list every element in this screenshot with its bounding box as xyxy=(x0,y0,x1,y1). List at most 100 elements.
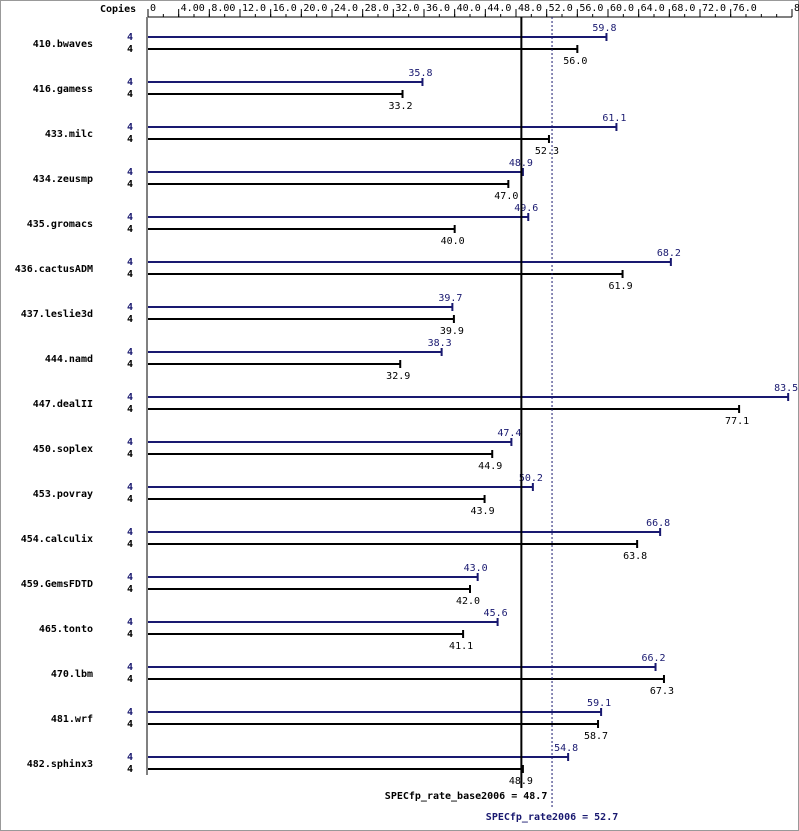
x-tick-label: 44.0 xyxy=(487,3,511,14)
x-tick-label: 28.0 xyxy=(365,3,389,14)
value-label: 61.9 xyxy=(609,281,633,292)
value-label: 54.8 xyxy=(554,743,578,754)
copies-label: 4 xyxy=(127,674,133,685)
value-label: 40.0 xyxy=(441,236,465,247)
value-label: 43.0 xyxy=(464,563,488,574)
category-label: 435.gromacs xyxy=(27,219,93,230)
x-tick-label: 0 xyxy=(150,3,156,14)
category-label: 416.gamess xyxy=(33,84,93,95)
x-tick-label: 52.0 xyxy=(549,3,573,14)
x-tick-label: 20.0 xyxy=(303,3,327,14)
copies-label: 4 xyxy=(127,404,133,415)
category-label: 450.soplex xyxy=(33,444,93,455)
value-label: 66.2 xyxy=(641,653,665,664)
copies-label: 4 xyxy=(127,32,133,43)
reference-label: SPECfp_rate_base2006 = 48.7 xyxy=(385,791,548,802)
category-label: 453.povray xyxy=(33,489,93,500)
value-label: 39.7 xyxy=(438,293,462,304)
value-label: 59.8 xyxy=(592,23,616,34)
value-label: 47.4 xyxy=(497,428,521,439)
value-label: 59.1 xyxy=(587,698,611,709)
category-label: 437.leslie3d xyxy=(21,308,93,320)
category-label: 454.calculix xyxy=(21,533,93,545)
value-label: 68.2 xyxy=(657,248,681,259)
copies-label: 4 xyxy=(127,257,133,268)
copies-label: 4 xyxy=(127,224,133,235)
x-tick-label: 32.0 xyxy=(395,3,419,14)
value-label: 49.6 xyxy=(514,203,538,214)
x-tick-label: 16.0 xyxy=(273,3,297,14)
x-tick-label: 48.0 xyxy=(518,3,542,14)
copies-label: 4 xyxy=(127,167,133,178)
value-label: 43.9 xyxy=(471,506,495,517)
copies-label: 4 xyxy=(127,269,133,280)
value-label: 50.2 xyxy=(519,473,543,484)
value-label: 39.9 xyxy=(440,326,464,337)
copies-label: 4 xyxy=(127,44,133,55)
copies-label: 4 xyxy=(127,89,133,100)
copies-label: 4 xyxy=(127,752,133,763)
category-label: 447.dealII xyxy=(33,399,93,410)
x-tick-label: 40.0 xyxy=(457,3,481,14)
copies-label: 4 xyxy=(127,527,133,538)
value-label: 38.3 xyxy=(428,338,452,349)
value-label: 56.0 xyxy=(563,56,587,67)
category-label: 482.sphinx3 xyxy=(27,758,93,770)
copies-label: 4 xyxy=(127,77,133,88)
copies-label: 4 xyxy=(127,617,133,628)
category-label: 459.GemsFDTD xyxy=(21,579,93,590)
copies-label: 4 xyxy=(127,719,133,730)
category-label: 470.lbm xyxy=(51,669,93,680)
copies-label: 4 xyxy=(127,629,133,640)
value-label: 58.7 xyxy=(584,731,608,742)
category-label: 481.wrf xyxy=(51,714,93,725)
copies-label: 4 xyxy=(127,392,133,403)
copies-label: 4 xyxy=(127,302,133,313)
copies-label: 4 xyxy=(127,134,133,145)
copies-label: 4 xyxy=(127,764,133,775)
reference-label: SPECfp_rate2006 = 52.7 xyxy=(486,812,618,823)
category-label: 436.cactusADM xyxy=(15,264,93,275)
value-label: 77.1 xyxy=(725,416,749,427)
x-tick-label: 8.00 xyxy=(211,3,235,14)
copies-label: 4 xyxy=(127,572,133,583)
category-label: 444.namd xyxy=(45,354,93,365)
x-tick-label: 36.0 xyxy=(426,3,450,14)
value-label: 52.3 xyxy=(535,146,559,157)
value-label: 42.0 xyxy=(456,596,480,607)
value-label: 41.1 xyxy=(449,641,473,652)
copies-label: 4 xyxy=(127,482,133,493)
category-label: 434.zeusmp xyxy=(33,174,93,185)
x-tick-label: 76.0 xyxy=(733,3,757,14)
category-label: 410.bwaves xyxy=(33,39,93,50)
value-label: 61.1 xyxy=(602,113,626,124)
copies-label: 4 xyxy=(127,437,133,448)
value-label: 83.5 xyxy=(774,383,798,394)
copies-label: 4 xyxy=(127,662,133,673)
copies-label: 4 xyxy=(127,314,133,325)
copies-label: 4 xyxy=(127,359,133,370)
value-label: 47.0 xyxy=(494,191,518,202)
value-label: 44.9 xyxy=(478,461,502,472)
copies-label: 4 xyxy=(127,212,133,223)
x-tick-label: 84.0 xyxy=(794,3,799,14)
value-label: 35.8 xyxy=(408,68,432,79)
value-label: 32.9 xyxy=(386,371,410,382)
x-tick-label: 12.0 xyxy=(242,3,266,14)
copies-header: Copies xyxy=(100,3,136,15)
category-label: 465.tonto xyxy=(39,624,93,635)
value-label: 67.3 xyxy=(650,686,674,697)
value-label: 63.8 xyxy=(623,551,647,562)
value-label: 33.2 xyxy=(388,101,412,112)
category-label: 433.milc xyxy=(45,128,93,140)
copies-label: 4 xyxy=(127,539,133,550)
copies-label: 4 xyxy=(127,122,133,133)
copies-label: 4 xyxy=(127,449,133,460)
x-tick-label: 68.0 xyxy=(671,3,695,14)
x-tick-label: 72.0 xyxy=(702,3,726,14)
copies-label: 4 xyxy=(127,584,133,595)
copies-label: 4 xyxy=(127,347,133,358)
